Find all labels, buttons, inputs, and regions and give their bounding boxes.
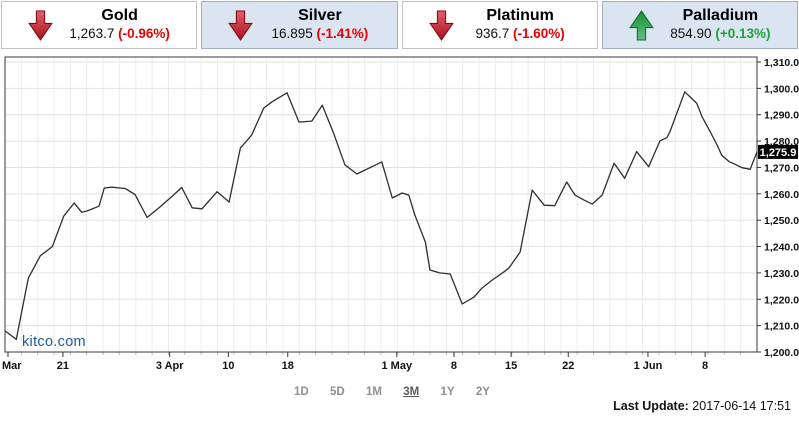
metal-change-pct: (-1.60%): [513, 26, 565, 41]
range-button-5d[interactable]: 5D: [329, 386, 345, 398]
metal-price: 1,263.7 (-0.96%): [69, 26, 170, 41]
x-axis-label: 10: [222, 360, 234, 372]
last-update-value: 2017-06-14 17:51: [692, 399, 791, 413]
current-price-badge: [758, 144, 798, 159]
price-chart: 1,200.0 1,210.0 1,220.0 1,230.0 1,240.0 1,250…: [2, 56, 799, 372]
down-arrow-icon: [228, 10, 254, 41]
range-buttons: 1D 5D 1M 3M 1Y 2Y: [294, 386, 490, 398]
x-axis-label: 1 Jun: [634, 360, 663, 372]
current-price-value: 1,275.9: [760, 147, 797, 159]
x-axis-label: 1 May: [382, 360, 413, 372]
x-axis-label: 8: [451, 360, 457, 372]
metal-change-pct: (+0.13%): [715, 26, 771, 41]
y-axis-label: 1,260.0: [764, 189, 799, 201]
metal-tiles: Gold 1,263.7 (-0.96%) Silver 16.895 (-1.41%…: [1, 1, 798, 49]
last-update: Last Update: 2017-06-14 17:51: [613, 399, 791, 413]
price-line: [4, 91, 758, 340]
y-axis-label: 1,300.0: [764, 83, 799, 95]
y-axis-label: 1,240.0: [764, 242, 799, 254]
range-button-1d[interactable]: 1D: [294, 386, 309, 398]
metal-tile-platinum[interactable]: Platinum 936.7 (-1.60%): [401, 1, 598, 49]
x-axis-label: 15: [505, 360, 517, 372]
metal-price: 854.90 (+0.13%): [670, 26, 771, 41]
y-axis-label: 1,290.0: [764, 110, 799, 122]
metal-change-pct: (-1.41%): [316, 26, 369, 41]
y-axis-label: 1,220.0: [764, 294, 799, 306]
y-axis-label: 1,310.0: [764, 57, 799, 69]
last-update-label: Last Update:: [613, 399, 689, 413]
down-arrow-icon: [428, 10, 454, 41]
metal-change-pct: (-0.96%): [118, 26, 170, 41]
range-button-3m[interactable]: 3M: [403, 386, 420, 398]
metal-name: Palladium: [682, 7, 759, 25]
y-axis-label: 1,200.0: [764, 347, 799, 359]
x-axis-label: 3 Apr: [156, 360, 184, 372]
up-arrow-icon: [628, 9, 654, 41]
metal-name: Silver: [298, 7, 342, 25]
y-axis-label: 1,210.0: [764, 321, 799, 333]
y-axis-label: 1,230.0: [764, 268, 799, 280]
metal-price: 16.895 (-1.41%): [271, 26, 369, 41]
range-button-1m[interactable]: 1M: [365, 386, 382, 398]
x-axis-label: 8: [702, 360, 708, 372]
x-axis-label: 21: [57, 360, 69, 372]
y-axis-label: 1,270.0: [764, 162, 799, 174]
down-arrow-icon: [28, 10, 53, 41]
range-button-1y[interactable]: 1Y: [440, 386, 455, 398]
x-axis-label: 22: [562, 360, 574, 372]
metal-tile-gold[interactable]: Gold 1,263.7 (-0.96%): [1, 1, 198, 49]
metal-tile-silver[interactable]: Silver 16.895 (-1.41%): [201, 1, 398, 49]
range-button-2y[interactable]: 2Y: [475, 386, 490, 398]
kitco-watermark: kitco.com: [22, 334, 86, 350]
metal-tile-palladium[interactable]: Palladium 854.90 (+0.13%): [601, 1, 798, 49]
metal-price: 936.7 (-1.60%): [475, 26, 565, 41]
x-axis-label: Mar: [2, 360, 22, 372]
metal-name: Gold: [101, 7, 138, 25]
x-axis-label: 18: [282, 360, 294, 372]
y-axis-label: 1,250.0: [764, 215, 799, 227]
metal-name: Platinum: [486, 7, 554, 25]
